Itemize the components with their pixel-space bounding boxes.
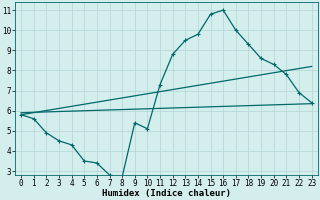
X-axis label: Humidex (Indice chaleur): Humidex (Indice chaleur) bbox=[102, 189, 231, 198]
